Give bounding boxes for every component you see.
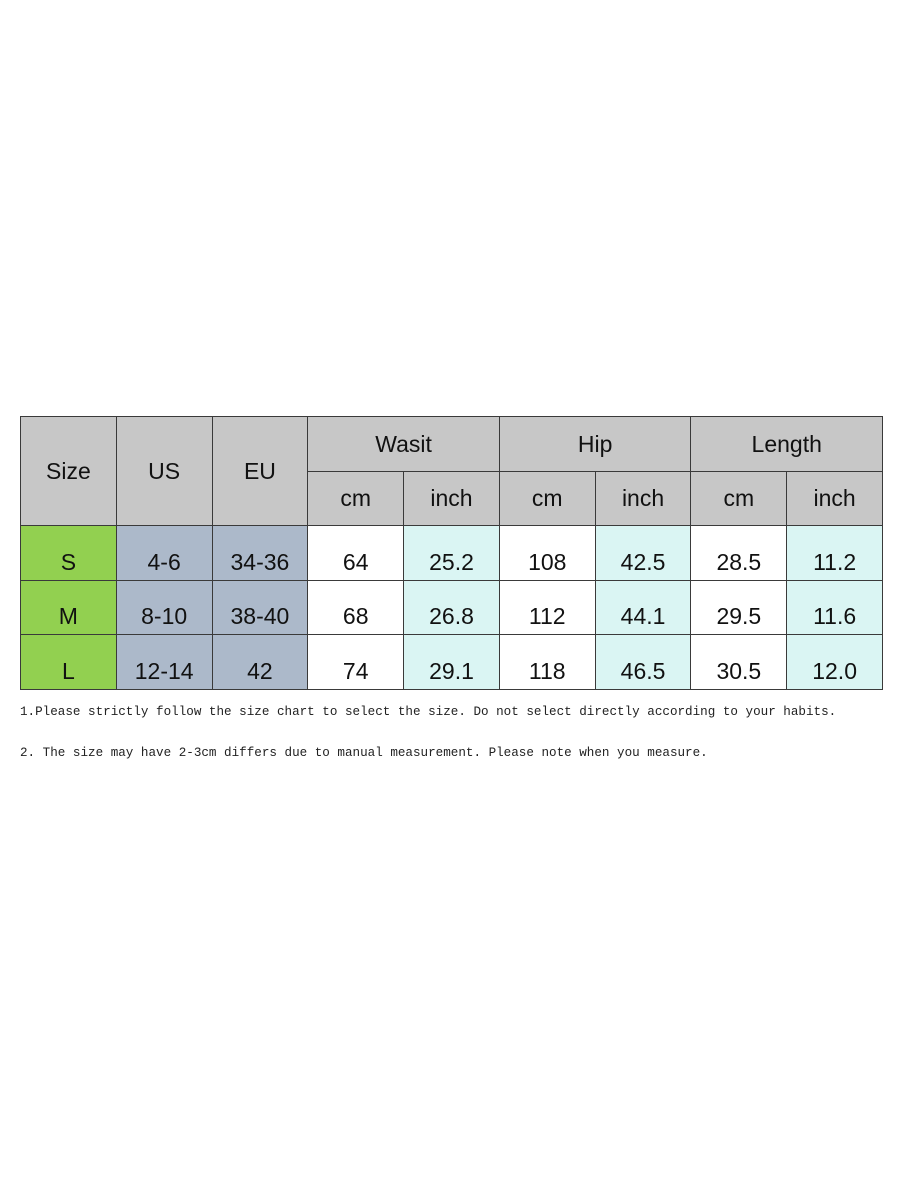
table-cell: 38-40 <box>211 580 309 635</box>
table-cell: 26.8 <box>403 580 500 635</box>
table-cell: 42 <box>211 634 309 690</box>
table-cell: 30.5 <box>690 634 788 690</box>
table-cell: 8-10 <box>115 580 213 635</box>
table-cell: 29.5 <box>690 580 788 635</box>
note: 2. The size may have 2-3cm differs due t… <box>20 746 708 760</box>
header-cell: Size <box>20 416 117 526</box>
table-cell: 4-6 <box>115 525 213 581</box>
unit-header: cm <box>690 471 788 526</box>
table-cell: 44.1 <box>594 580 692 635</box>
table-cell: 25.2 <box>403 525 500 581</box>
group-header: Wasit <box>307 416 500 472</box>
table-cell: 12.0 <box>786 634 883 690</box>
table-cell: M <box>20 580 117 635</box>
table-cell: 74 <box>307 634 405 690</box>
unit-header: inch <box>403 471 500 526</box>
table-cell: S <box>20 525 117 581</box>
unit-header: inch <box>594 471 692 526</box>
table-cell: 34-36 <box>211 525 309 581</box>
table-cell: 42.5 <box>594 525 692 581</box>
note: 1.Please strictly follow the size chart … <box>20 705 837 719</box>
table-cell: L <box>20 634 117 690</box>
table-cell: 68 <box>307 580 405 635</box>
table-cell: 11.2 <box>786 525 883 581</box>
unit-header: cm <box>307 471 405 526</box>
header-cell: EU <box>211 416 309 526</box>
table-cell: 29.1 <box>403 634 500 690</box>
unit-header: inch <box>786 471 883 526</box>
group-header: Length <box>690 416 883 472</box>
header-cell: US <box>115 416 213 526</box>
table-cell: 108 <box>498 525 596 581</box>
table-cell: 12-14 <box>115 634 213 690</box>
table-cell: 28.5 <box>690 525 788 581</box>
unit-header: cm <box>498 471 596 526</box>
group-header: Hip <box>498 416 692 472</box>
table-cell: 11.6 <box>786 580 883 635</box>
table-cell: 64 <box>307 525 405 581</box>
table-cell: 112 <box>498 580 596 635</box>
table-cell: 118 <box>498 634 596 690</box>
table-cell: 46.5 <box>594 634 692 690</box>
